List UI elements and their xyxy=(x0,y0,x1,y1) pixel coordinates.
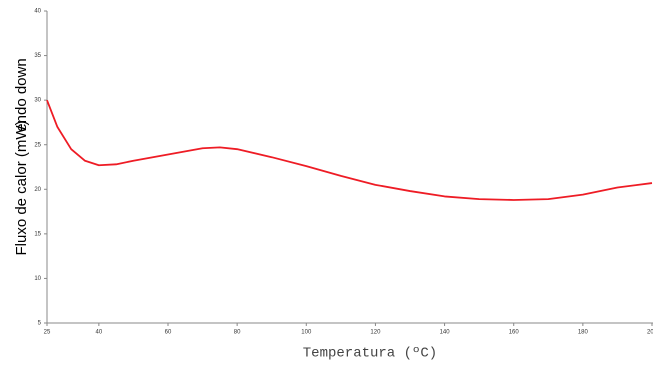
x-axis-label: Temperatura (ºC) xyxy=(303,346,437,362)
data-line xyxy=(46,99,653,201)
x-tick-label: 160 xyxy=(509,330,520,336)
x-tick-label: 40 xyxy=(96,330,103,336)
x-tick-label: 200 xyxy=(647,330,653,336)
y-axis-label: Fluxo de calor (mW) xyxy=(13,120,30,255)
x-tick-label: 100 xyxy=(301,330,312,336)
x-tick-label: 140 xyxy=(440,330,451,336)
y-tick-label: 10 xyxy=(34,276,41,282)
x-tick-label: 180 xyxy=(578,330,589,336)
y-axis-note: endo down xyxy=(13,58,30,131)
y-tick-label: 25 xyxy=(34,142,41,148)
y-tick-label: 5 xyxy=(38,321,42,327)
x-tick-label: 80 xyxy=(234,330,241,336)
x-tick-label: 60 xyxy=(165,330,172,336)
x-tick-label: 120 xyxy=(370,330,381,336)
y-tick-label: 30 xyxy=(34,98,41,104)
y-tick-label: 40 xyxy=(34,9,41,15)
y-tick-label: 20 xyxy=(34,187,41,193)
y-tick-label: 35 xyxy=(34,53,41,59)
y-tick-label: 15 xyxy=(34,231,41,237)
x-tick-label: 25 xyxy=(44,330,51,336)
